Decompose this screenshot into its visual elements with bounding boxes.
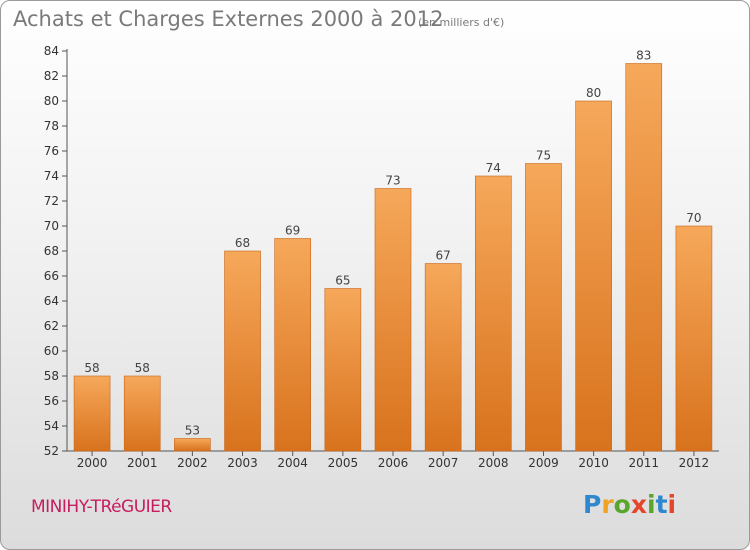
- y-tick-label: 66: [44, 269, 59, 283]
- data-label-2003: 68: [235, 236, 250, 250]
- data-label-2006: 73: [385, 174, 400, 188]
- data-label-2010: 80: [586, 86, 601, 100]
- data-label-2009: 75: [536, 149, 551, 163]
- bar-2005: [324, 288, 362, 452]
- y-tick-label: 80: [44, 94, 59, 108]
- x-tick-label: 2007: [428, 456, 459, 470]
- logo-letter: i: [647, 490, 656, 519]
- y-tick-label: 58: [44, 369, 59, 383]
- x-tick-label: 2008: [478, 456, 509, 470]
- bar-2008: [475, 175, 512, 452]
- data-label-2004: 69: [285, 224, 300, 238]
- x-tick-label: 2004: [277, 456, 308, 470]
- data-label-2002: 53: [185, 424, 200, 438]
- data-label-2012: 70: [686, 211, 701, 225]
- data-label-2001: 58: [135, 361, 150, 375]
- bar-2003: [224, 250, 261, 452]
- y-tick-label: 72: [44, 194, 59, 208]
- y-tick-label: 74: [44, 169, 59, 183]
- bar-2006: [374, 188, 412, 452]
- logo-letter: r: [601, 490, 614, 519]
- data-label-2011: 83: [636, 49, 651, 63]
- city-name: MINIHY-TRéGUIER: [31, 497, 172, 517]
- logo-letter: t: [655, 490, 668, 519]
- data-label-2005: 65: [335, 274, 350, 288]
- y-tick-label: 56: [44, 394, 59, 408]
- data-label-2007: 67: [436, 249, 451, 263]
- chart-title: Achats et Charges Externes 2000 à 2012: [13, 7, 444, 31]
- chart-axes: 52 54 56 58 60 62 64 66 68 70 72 74 76 78 80 82 84 2000 20…: [44, 44, 719, 470]
- logo-letter: P: [583, 490, 602, 519]
- logo-letter: i: [667, 490, 677, 519]
- bar-2004: [274, 238, 311, 452]
- x-tick-label: 2003: [227, 456, 258, 470]
- data-label-2000: 58: [84, 361, 99, 375]
- logo-letter: o: [613, 490, 631, 519]
- y-tick-label: 64: [44, 294, 59, 308]
- y-tick-label: 54: [44, 419, 59, 433]
- y-tick-label: 52: [44, 444, 59, 458]
- x-tick-label: 2012: [679, 456, 710, 470]
- logo-letter: x: [630, 490, 647, 519]
- y-tick-label: 62: [44, 319, 59, 333]
- bar-2000: [73, 375, 111, 452]
- bar-2002: [174, 438, 211, 452]
- bar-2009: [525, 163, 562, 452]
- bar-2010: [575, 100, 612, 452]
- data-label-2008: 74: [486, 161, 501, 175]
- y-tick-label: 70: [44, 219, 59, 233]
- y-tick-label: 60: [44, 344, 59, 358]
- chart-unit: (en milliers d'€): [418, 16, 505, 29]
- bar-2011: [625, 63, 663, 452]
- x-tick-label: 2005: [328, 456, 359, 470]
- x-tick-label: 2006: [378, 456, 409, 470]
- proxiti-logo[interactable]: Proxiti: [583, 490, 676, 519]
- x-tick-label: 2009: [528, 456, 559, 470]
- y-tick-label: 76: [44, 144, 59, 158]
- y-tick-label: 78: [44, 119, 59, 133]
- x-tick-label: 2011: [628, 456, 659, 470]
- bar-2001: [123, 375, 161, 452]
- y-tick-label: 84: [44, 44, 59, 58]
- bar-2007: [424, 263, 462, 452]
- chart-bars: 58 58 53 68 69 65 73 67 74 75 80 83 70: [73, 49, 713, 452]
- x-tick-label: 2010: [578, 456, 609, 470]
- y-tick-label: 68: [44, 244, 59, 258]
- x-tick-label: 2002: [177, 456, 208, 470]
- bar-2012: [675, 225, 713, 452]
- y-tick-label: 82: [44, 69, 59, 83]
- x-tick-label: 2001: [127, 456, 158, 470]
- x-tick-label: 2000: [77, 456, 108, 470]
